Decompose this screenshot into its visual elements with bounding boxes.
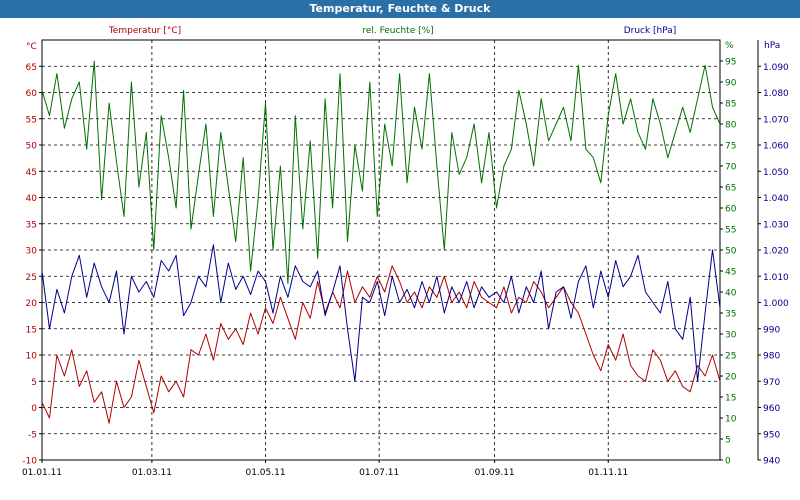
pressure-tick-label: 1.050 (763, 168, 789, 178)
humidity-tick-label: 90 (725, 79, 737, 89)
pressure-tick-label: 980 (763, 352, 780, 362)
pressure-tick-label: 1.010 (763, 273, 789, 283)
pressure-tick-label: 950 (763, 430, 780, 440)
humidity-unit-label: % (725, 41, 734, 51)
pressure-tick-label: 1.070 (763, 115, 789, 125)
temperature-tick-label: 10 (26, 352, 38, 362)
temperature-tick-label: 35 (26, 220, 37, 230)
temperature-tick-label: 20 (26, 299, 38, 309)
humidity-tick-label: 50 (725, 247, 737, 257)
pressure-tick-label: 940 (763, 457, 780, 467)
humidity-tick-label: 35 (725, 310, 736, 320)
humidity-tick-label: 30 (725, 331, 737, 341)
humidity-tick-label: 5 (725, 436, 731, 446)
temperature-unit-label: °C (26, 42, 37, 52)
legend-temperature: Temperatur [°C] (108, 26, 181, 36)
pressure-tick-label: 1.090 (763, 63, 789, 73)
pressure-tick-label: 990 (763, 325, 780, 335)
legend-pressure: Druck [hPa] (624, 26, 677, 36)
window-title: Temperatur, Feuchte & Druck (0, 0, 800, 18)
pressure-line (41, 244, 721, 382)
humidity-tick-label: 80 (725, 121, 737, 131)
series-lines (41, 60, 721, 424)
grid-lines (42, 40, 720, 460)
date-tick-label: 01.07.11 (359, 468, 399, 478)
humidity-tick-label: 45 (725, 268, 736, 278)
humidity-tick-label: 20 (725, 373, 737, 383)
temperature-tick-label: -5 (28, 430, 37, 440)
temperature-line (41, 265, 721, 424)
date-tick-label: 01.11.11 (588, 468, 628, 478)
pressure-tick-label: 1.000 (763, 299, 789, 309)
date-tick-label: 01.01.11 (22, 468, 62, 478)
humidity-tick-label: 65 (725, 184, 736, 194)
temperature-tick-label: 15 (26, 325, 37, 335)
pressure-tick-label: 970 (763, 378, 780, 388)
chart-area: -10 -5 0 5 10 15 20 25 30 35 40 45 50 55 60 65 0 5 10 15 20… (0, 18, 800, 500)
humidity-tick-label: 40 (725, 289, 737, 299)
humidity-tick-label: 70 (725, 163, 737, 173)
humidity-tick-label: 15 (725, 394, 736, 404)
temperature-tick-label: -10 (22, 457, 37, 467)
humidity-tick-label: 85 (725, 100, 736, 110)
humidity-line (41, 60, 721, 285)
humidity-tick-label: 95 (725, 58, 736, 68)
legend-humidity: rel. Feuchte [%] (362, 26, 433, 36)
date-tick-label: 01.05.11 (245, 468, 285, 478)
pressure-unit-label: hPa (764, 41, 780, 51)
date-tick-label: 01.03.11 (132, 468, 172, 478)
temperature-tick-label: 55 (26, 115, 37, 125)
temperature-tick-label: 50 (26, 142, 38, 152)
temperature-tick-label: 30 (26, 247, 38, 257)
pressure-tick-label: 1.030 (763, 220, 789, 230)
temperature-axis: -10 -5 0 5 10 15 20 25 30 35 40 45 50 55 60 65 (22, 63, 42, 467)
temperature-tick-label: 5 (31, 378, 37, 388)
humidity-tick-label: 25 (725, 352, 736, 362)
temperature-tick-label: 40 (26, 194, 38, 204)
pressure-tick-label: 1.040 (763, 194, 789, 204)
date-axis: 01.01.11 01.03.11 01.05.11 01.07.11 01.09.11… (22, 460, 628, 478)
pressure-tick-label: 1.060 (763, 142, 789, 152)
pressure-tick-label: 1.080 (763, 89, 789, 99)
pressure-tick-label: 960 (763, 404, 780, 414)
temperature-tick-label: 45 (26, 168, 37, 178)
temperature-tick-label: 25 (26, 273, 37, 283)
humidity-tick-label: 10 (725, 415, 737, 425)
temperature-tick-label: 65 (26, 63, 37, 73)
pressure-tick-label: 1.020 (763, 247, 789, 257)
pressure-axis: 940 950 960 970 980 990 1.000 1.010 1.020 1.030 1.… (757, 40, 789, 467)
temperature-tick-label: 0 (31, 404, 37, 414)
humidity-tick-label: 75 (725, 142, 736, 152)
humidity-axis: 0 5 10 15 20 25 30 35 40 45 50 55 60 65 70 75 80 85 90 95 (720, 58, 737, 467)
humidity-tick-label: 0 (725, 457, 731, 467)
temperature-tick-label: 60 (26, 89, 38, 99)
chart-background (0, 18, 800, 500)
humidity-tick-label: 55 (725, 226, 736, 236)
humidity-tick-label: 60 (725, 205, 737, 215)
date-tick-label: 01.09.11 (475, 468, 515, 478)
